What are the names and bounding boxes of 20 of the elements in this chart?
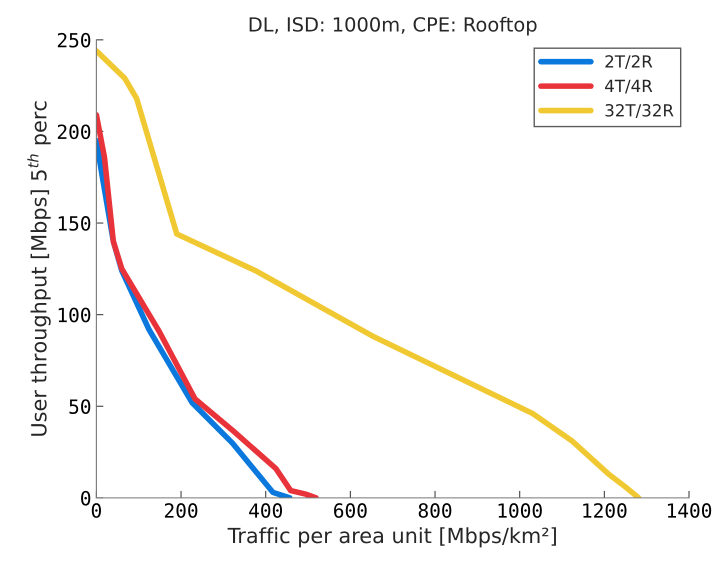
x-axis-title: Traffic per area unit [Mbps/km²] [228,527,556,548]
x-tick-label: 1000 [498,503,542,518]
x-tick-label: 400 [249,503,282,518]
chart-title: DL, ISD: 1000m, CPE: Rooftop [250,16,537,36]
y-tick-label: 0 [81,490,90,506]
y-axis-title: User throughput [Mbps] 5$^{th}$ perc [27,101,51,436]
x-tick-label: 200 [164,503,198,518]
x-tick-label: 1400 [668,503,712,518]
x-tick-label: 0 [92,503,101,518]
legend-label: 4T/4R [605,80,652,94]
legend-label: 2T/2R [605,55,652,70]
y-tick-label: 200 [58,124,90,140]
y-tick-label: 150 [58,216,90,231]
y-tick-label: 100 [58,308,90,322]
y-tick-label: 50 [69,399,90,414]
legend-label: 32T/32R [605,104,674,118]
y-tick-label: 250 [58,32,90,48]
x-tick-label: 600 [334,503,367,518]
x-tick-label: 800 [418,503,452,518]
x-tick-label: 1200 [583,503,627,518]
